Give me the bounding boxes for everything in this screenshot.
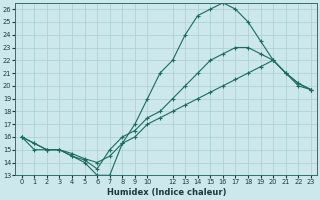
X-axis label: Humidex (Indice chaleur): Humidex (Indice chaleur) — [107, 188, 226, 197]
